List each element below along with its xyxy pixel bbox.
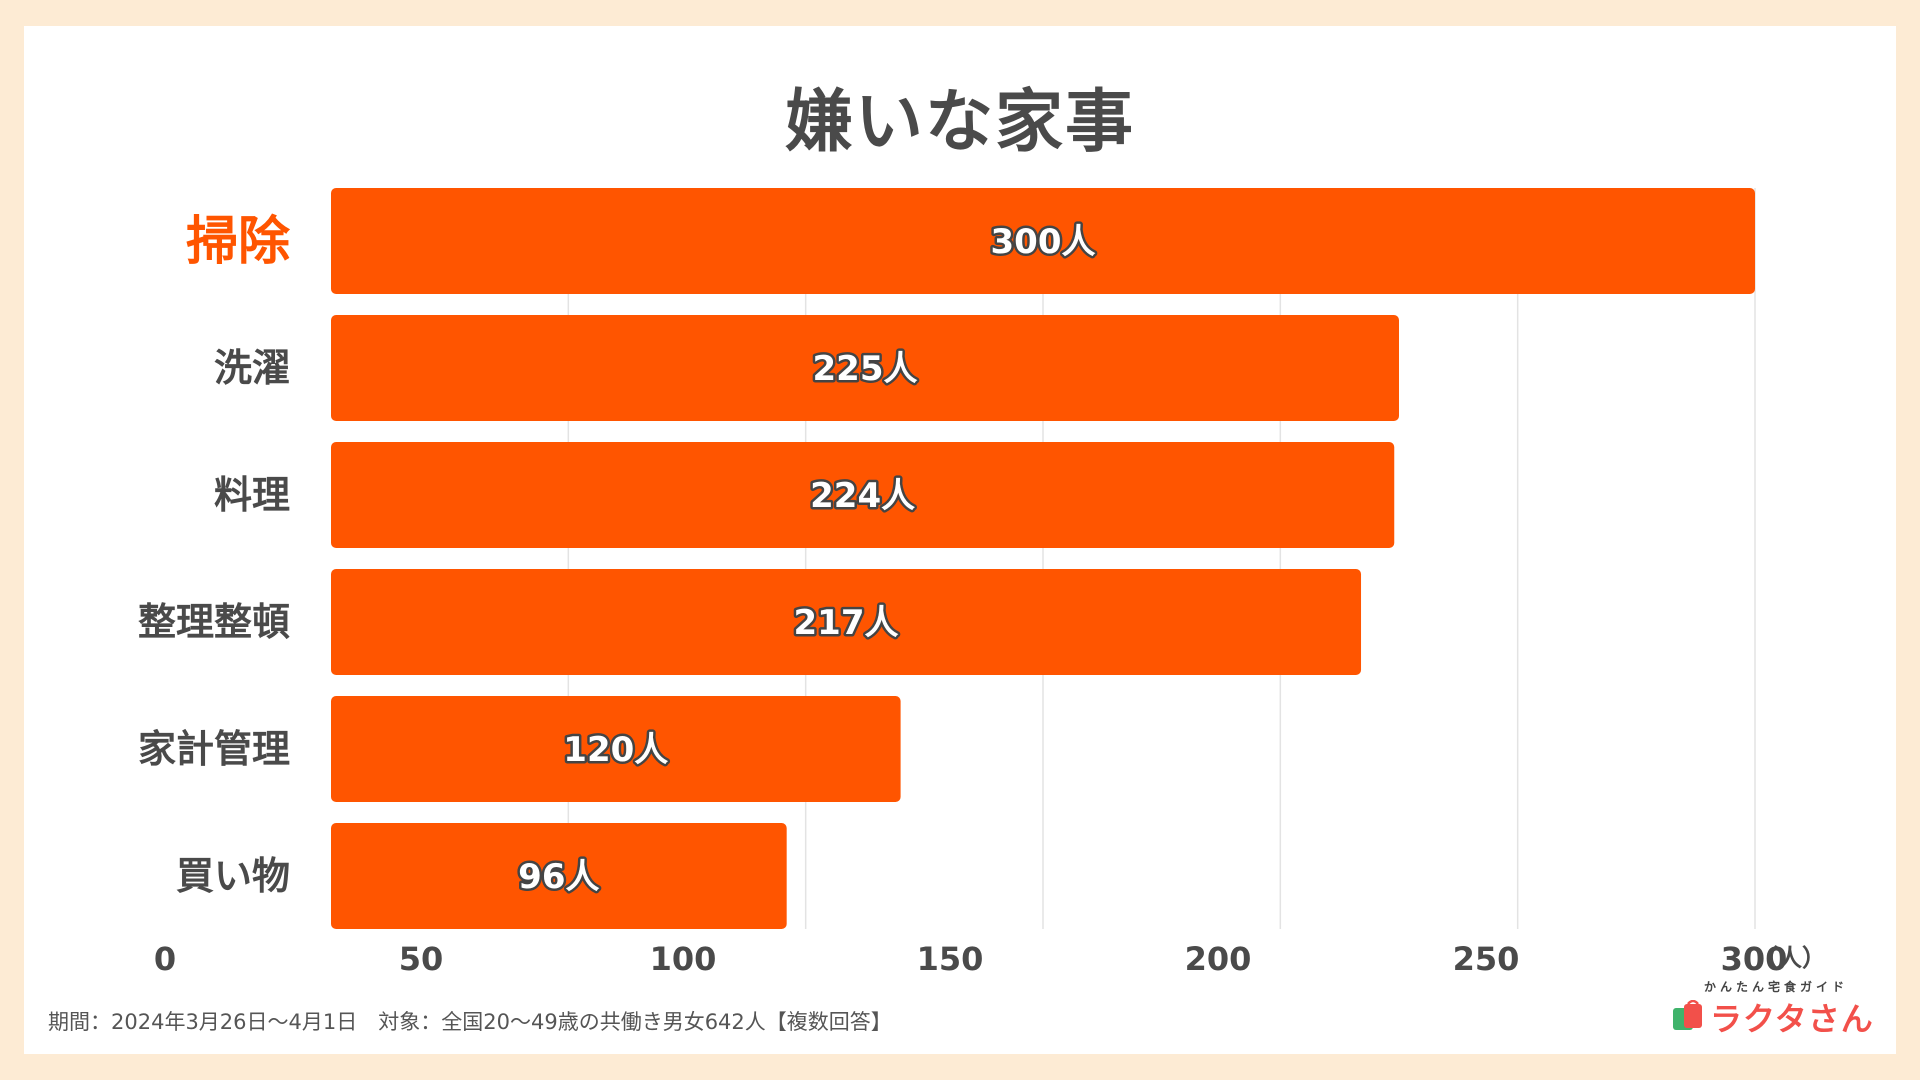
logo-subtitle: かんたん宅食ガイド [1704, 980, 1849, 994]
brand-logo: かんたん宅食ガイド ラクタさん [1670, 978, 1882, 1040]
data-label: 224人 [810, 476, 915, 516]
data-label: 96人 [518, 857, 599, 897]
data-label: 300人 [991, 222, 1096, 262]
category-label: 料理 [214, 473, 290, 517]
data-label: 217人 [794, 603, 899, 643]
x-tick-label: 150 [917, 940, 984, 978]
category-label: 掃除 [186, 212, 291, 272]
x-tick-label: 100 [650, 940, 717, 978]
logo-text: ラクタさん [1710, 1000, 1874, 1038]
bar [331, 315, 1399, 421]
x-tick-label: 50 [399, 940, 444, 978]
survey-note: 期間：2024年3月26日〜4月1日 対象：全国20〜49歳の共働き男女642人… [48, 1010, 892, 1034]
bar [331, 823, 787, 929]
x-tick-label: 250 [1453, 940, 1520, 978]
x-tick-label: 200 [1185, 940, 1252, 978]
bar [331, 188, 1755, 294]
bar [331, 442, 1395, 548]
category-label: 整理整頓 [138, 600, 290, 644]
x-tick-label: 0 [154, 940, 176, 978]
chart-title: 嫌いな家事 [784, 83, 1135, 162]
category-label: 家計管理 [138, 727, 290, 771]
x-axis-unit: （人） [1754, 944, 1826, 972]
data-label: 120人 [563, 730, 668, 770]
bar [331, 569, 1362, 675]
bar [331, 696, 901, 802]
data-label: 225人 [813, 349, 918, 389]
x-tick-label: 300 [1721, 940, 1788, 978]
bag-icon [1673, 1000, 1702, 1030]
category-label: 洗濯 [214, 346, 290, 390]
category-label: 買い物 [176, 854, 290, 898]
